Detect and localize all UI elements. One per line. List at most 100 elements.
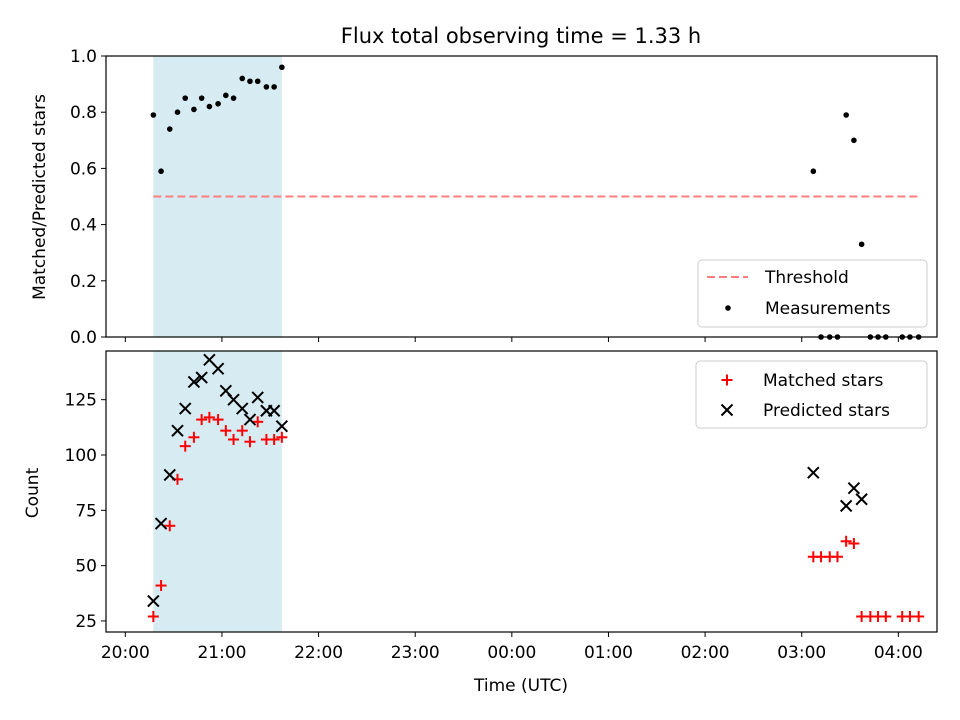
x-tick-label: 20:00 bbox=[101, 643, 150, 663]
measurement-point bbox=[247, 78, 253, 85]
predicted-star-point bbox=[267, 404, 281, 417]
x-tick-label: 03:00 bbox=[777, 643, 826, 663]
predicted-star-point bbox=[275, 420, 289, 433]
matched-star-point bbox=[164, 520, 176, 532]
matched-star-point bbox=[880, 611, 892, 623]
matched-star-point bbox=[203, 411, 215, 423]
measurement-point bbox=[191, 106, 197, 113]
measurement-point bbox=[843, 112, 849, 118]
bottom-y-tick-label: 100 bbox=[65, 446, 97, 466]
bottom-legend-box bbox=[695, 360, 928, 429]
x-tick-label: 21:00 bbox=[197, 643, 246, 663]
predicted-star-point-b bbox=[236, 402, 249, 415]
predicted-star-point-b bbox=[807, 466, 820, 479]
bottom-panel-frame bbox=[105, 350, 938, 633]
matched-star-point bbox=[848, 537, 860, 549]
measurement-point bbox=[166, 126, 173, 132]
matched-star-point bbox=[276, 431, 288, 443]
predicted-star-point bbox=[154, 517, 168, 530]
measurement-point bbox=[150, 112, 157, 118]
predicted-star-point-b bbox=[203, 353, 216, 367]
predicted-star-point-b bbox=[251, 391, 264, 404]
predicted-star-point-b bbox=[275, 420, 289, 433]
legend-predicted-swatch-b bbox=[720, 403, 734, 417]
legend-matched-label: Matched stars bbox=[763, 371, 883, 391]
predicted-star-point bbox=[179, 402, 192, 415]
predicted-star-point-b bbox=[267, 404, 281, 417]
measurement-point bbox=[198, 95, 205, 101]
measurement-point bbox=[174, 109, 181, 115]
bottom-observing-span bbox=[153, 351, 282, 632]
x-tick-label: 23:00 bbox=[391, 643, 440, 663]
measurement-point bbox=[182, 95, 189, 101]
x-tick-label: 02:00 bbox=[681, 643, 730, 663]
bottom-panel-y-axis-label: Count bbox=[23, 467, 43, 518]
measurement-point bbox=[206, 103, 213, 110]
top-panel-frame bbox=[105, 55, 938, 338]
matched-star-point bbox=[179, 440, 191, 452]
x-tick-label: 04:00 bbox=[874, 643, 923, 663]
matched-star-point bbox=[840, 535, 852, 547]
matched-star-point bbox=[196, 414, 208, 426]
matched-star-point bbox=[252, 416, 264, 428]
measurement-point bbox=[263, 84, 270, 90]
matched-star-point bbox=[188, 431, 200, 443]
bottom-y-tick-label: 25 bbox=[75, 612, 97, 632]
predicted-star-point-b bbox=[243, 413, 257, 426]
predicted-star-point-b bbox=[211, 362, 225, 375]
predicted-star-point bbox=[807, 466, 820, 479]
measurement-point bbox=[215, 100, 221, 107]
predicted-star-point-b bbox=[839, 499, 853, 513]
top-panel-y-axis-label: Matched/Predicted stars bbox=[30, 94, 50, 300]
top-legend-box bbox=[697, 259, 928, 328]
predicted-star-point-b bbox=[195, 371, 208, 384]
top-y-tick-label: 1.0 bbox=[70, 47, 97, 67]
measurement-point bbox=[223, 92, 229, 99]
matched-star-point bbox=[244, 436, 256, 448]
matched-star-point bbox=[212, 414, 224, 426]
predicted-star-point bbox=[195, 371, 208, 384]
bottom-y-tick-label: 75 bbox=[75, 501, 97, 521]
predicted-star-point bbox=[243, 413, 257, 426]
top-y-tick-label: 0.6 bbox=[70, 159, 97, 179]
matched-star-point bbox=[155, 580, 167, 592]
predicted-star-point-b bbox=[171, 424, 184, 437]
predicted-star-point bbox=[187, 375, 201, 389]
predicted-star-point bbox=[839, 499, 853, 513]
top-y-tick-label: 0.0 bbox=[70, 328, 97, 348]
predicted-star-point-b bbox=[163, 468, 176, 482]
matched-star-point bbox=[913, 611, 925, 623]
bottom-y-tick-label: 125 bbox=[65, 391, 97, 411]
x-tick-label: 00:00 bbox=[487, 643, 536, 663]
top-y-tick-label: 0.4 bbox=[70, 216, 97, 236]
matched-star-point bbox=[236, 425, 248, 437]
top-y-tick-label: 0.2 bbox=[70, 272, 97, 292]
predicted-star-point-b bbox=[847, 481, 861, 495]
bottom-panel: 25 50 75 100 125 20:00 21:00 22:00 23:00 00:00 01:… bbox=[65, 350, 938, 663]
measurement-point bbox=[254, 78, 261, 85]
predicted-star-point-b bbox=[147, 594, 160, 608]
legend-predicted-swatch bbox=[720, 403, 734, 417]
bottom-legend: Matched stars Predicted stars bbox=[695, 360, 928, 429]
matched-star-point bbox=[228, 434, 240, 446]
predicted-star-point-b bbox=[855, 493, 868, 506]
measurement-point bbox=[239, 75, 246, 82]
legend-matched-swatch bbox=[721, 374, 733, 386]
predicted-star-point-b bbox=[179, 402, 192, 415]
measurement-point bbox=[858, 241, 865, 248]
x-tick-label: 22:00 bbox=[294, 643, 343, 663]
legend-measurements-swatch bbox=[725, 305, 731, 311]
predicted-star-point-b bbox=[187, 375, 201, 389]
legend-measurements-label: Measurements bbox=[765, 299, 891, 319]
predicted-star-point bbox=[171, 424, 184, 437]
matched-star-point bbox=[831, 551, 843, 563]
chart-title: Flux total observing time = 1.33 h bbox=[341, 24, 701, 48]
predicted-star-point-b bbox=[219, 384, 233, 398]
top-legend: Threshold Measurements bbox=[697, 259, 928, 328]
measurement-point bbox=[271, 84, 277, 90]
predicted-star-point bbox=[847, 481, 861, 495]
measurement-point bbox=[158, 168, 164, 175]
top-y-tick-label: 0.8 bbox=[70, 103, 97, 123]
